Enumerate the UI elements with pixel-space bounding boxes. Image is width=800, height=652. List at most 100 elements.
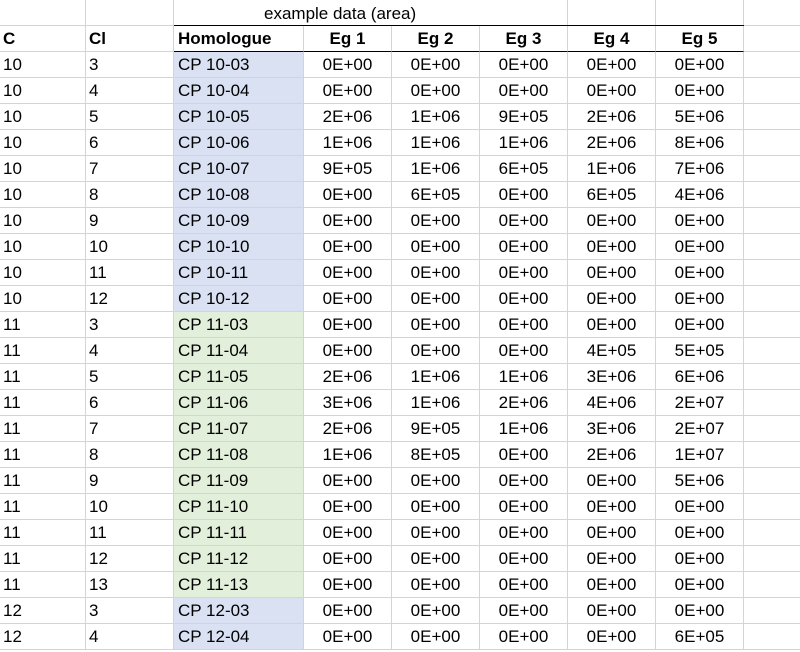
- cell-cl[interactable]: 8: [86, 442, 174, 468]
- cell-eg4[interactable]: 0E+00: [568, 546, 656, 572]
- cell[interactable]: [744, 416, 800, 442]
- cell-cl[interactable]: 9: [86, 208, 174, 234]
- cell-homologue[interactable]: CP 10-12: [174, 286, 304, 312]
- cell[interactable]: [480, 0, 568, 26]
- cell-eg4[interactable]: 0E+00: [568, 78, 656, 104]
- cell-cl[interactable]: 12: [86, 286, 174, 312]
- cell-eg2[interactable]: 0E+00: [392, 234, 480, 260]
- cell-eg4[interactable]: 0E+00: [568, 598, 656, 624]
- cell-c[interactable]: 10: [0, 104, 86, 130]
- cell-eg1[interactable]: 0E+00: [304, 624, 392, 650]
- cell-eg1[interactable]: 2E+06: [304, 104, 392, 130]
- cell-eg3[interactable]: 1E+06: [480, 416, 568, 442]
- cell[interactable]: [568, 0, 656, 26]
- cell-c[interactable]: 10: [0, 234, 86, 260]
- cell[interactable]: [744, 572, 800, 598]
- cell-c[interactable]: 10: [0, 260, 86, 286]
- cell-homologue[interactable]: CP 11-06: [174, 390, 304, 416]
- cell-homologue[interactable]: CP 10-05: [174, 104, 304, 130]
- cell-eg4[interactable]: 3E+06: [568, 416, 656, 442]
- cell-eg1[interactable]: 0E+00: [304, 312, 392, 338]
- cell-c[interactable]: 11: [0, 338, 86, 364]
- cell[interactable]: [0, 0, 86, 26]
- cell-eg1[interactable]: 0E+00: [304, 208, 392, 234]
- cell-eg3[interactable]: 0E+00: [480, 468, 568, 494]
- cell-eg3[interactable]: 0E+00: [480, 52, 568, 78]
- cell[interactable]: [744, 598, 800, 624]
- header-eg3[interactable]: Eg 3: [480, 26, 568, 52]
- cell-eg5[interactable]: 0E+00: [656, 286, 744, 312]
- cell-homologue[interactable]: CP 11-03: [174, 312, 304, 338]
- cell-eg1[interactable]: 0E+00: [304, 78, 392, 104]
- cell[interactable]: [744, 364, 800, 390]
- cell-eg2[interactable]: 0E+00: [392, 338, 480, 364]
- cell-eg4[interactable]: 0E+00: [568, 624, 656, 650]
- cell-eg3[interactable]: 0E+00: [480, 78, 568, 104]
- cell-eg4[interactable]: 3E+06: [568, 364, 656, 390]
- cell-cl[interactable]: 5: [86, 364, 174, 390]
- cell[interactable]: [744, 156, 800, 182]
- cell-c[interactable]: 11: [0, 546, 86, 572]
- cell[interactable]: [744, 546, 800, 572]
- cell-eg1[interactable]: 0E+00: [304, 286, 392, 312]
- cell-eg1[interactable]: 1E+06: [304, 442, 392, 468]
- cell-homologue[interactable]: CP 10-07: [174, 156, 304, 182]
- header-eg4[interactable]: Eg 4: [568, 26, 656, 52]
- cell-eg2[interactable]: 0E+00: [392, 624, 480, 650]
- header-cl[interactable]: Cl: [86, 26, 174, 52]
- cell-eg3[interactable]: 6E+05: [480, 156, 568, 182]
- cell-eg5[interactable]: 0E+00: [656, 208, 744, 234]
- cell[interactable]: [86, 0, 174, 26]
- cell-eg1[interactable]: 2E+06: [304, 416, 392, 442]
- cell-eg1[interactable]: 0E+00: [304, 468, 392, 494]
- cell-eg4[interactable]: 2E+06: [568, 130, 656, 156]
- cell-eg4[interactable]: 1E+06: [568, 156, 656, 182]
- cell-eg2[interactable]: 1E+06: [392, 390, 480, 416]
- cell-eg4[interactable]: 0E+00: [568, 312, 656, 338]
- cell-eg2[interactable]: 8E+05: [392, 442, 480, 468]
- cell-eg2[interactable]: 0E+00: [392, 286, 480, 312]
- header-eg5[interactable]: Eg 5: [656, 26, 744, 52]
- cell-eg2[interactable]: 0E+00: [392, 598, 480, 624]
- cell-homologue[interactable]: CP 10-09: [174, 208, 304, 234]
- cell[interactable]: [744, 312, 800, 338]
- header-eg2[interactable]: Eg 2: [392, 26, 480, 52]
- cell-c[interactable]: 12: [0, 624, 86, 650]
- cell-eg3[interactable]: 0E+00: [480, 546, 568, 572]
- cell-eg2[interactable]: 0E+00: [392, 52, 480, 78]
- cell-eg2[interactable]: 0E+00: [392, 78, 480, 104]
- cell-cl[interactable]: 9: [86, 468, 174, 494]
- cell-eg5[interactable]: 0E+00: [656, 78, 744, 104]
- cell-cl[interactable]: 4: [86, 78, 174, 104]
- cell[interactable]: [744, 390, 800, 416]
- cell-homologue[interactable]: CP 12-04: [174, 624, 304, 650]
- cell[interactable]: [744, 338, 800, 364]
- cell-eg3[interactable]: 0E+00: [480, 260, 568, 286]
- cell-eg4[interactable]: 0E+00: [568, 52, 656, 78]
- cell-c[interactable]: 11: [0, 468, 86, 494]
- cell-eg3[interactable]: 0E+00: [480, 442, 568, 468]
- cell-eg5[interactable]: 0E+00: [656, 572, 744, 598]
- cell-eg4[interactable]: 0E+00: [568, 286, 656, 312]
- cell-eg5[interactable]: 2E+07: [656, 390, 744, 416]
- cell[interactable]: [744, 494, 800, 520]
- cell-eg2[interactable]: 0E+00: [392, 572, 480, 598]
- cell-c[interactable]: 11: [0, 494, 86, 520]
- cell-homologue[interactable]: CP 11-10: [174, 494, 304, 520]
- cell-cl[interactable]: 10: [86, 234, 174, 260]
- header-eg1[interactable]: Eg 1: [304, 26, 392, 52]
- cell-cl[interactable]: 3: [86, 598, 174, 624]
- cell-eg4[interactable]: 0E+00: [568, 234, 656, 260]
- cell-eg5[interactable]: 7E+06: [656, 156, 744, 182]
- cell-c[interactable]: 11: [0, 364, 86, 390]
- cell-eg2[interactable]: 6E+05: [392, 182, 480, 208]
- cell[interactable]: [744, 52, 800, 78]
- cell-eg1[interactable]: 0E+00: [304, 234, 392, 260]
- cell-eg4[interactable]: 4E+05: [568, 338, 656, 364]
- cell-eg3[interactable]: 0E+00: [480, 338, 568, 364]
- cell-c[interactable]: 10: [0, 52, 86, 78]
- cell-eg5[interactable]: 0E+00: [656, 260, 744, 286]
- cell-eg4[interactable]: 2E+06: [568, 442, 656, 468]
- cell-eg3[interactable]: 1E+06: [480, 364, 568, 390]
- cell-eg1[interactable]: 0E+00: [304, 182, 392, 208]
